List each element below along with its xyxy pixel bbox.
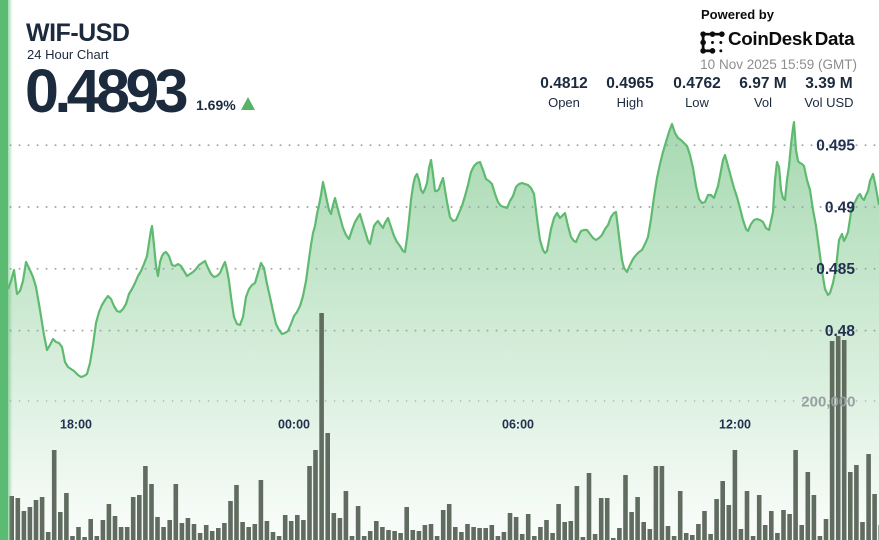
svg-text:12:00: 12:00 [719, 418, 751, 432]
svg-text:0.485: 0.485 [816, 261, 855, 278]
svg-text:00:00: 00:00 [278, 418, 310, 432]
svg-text:0.48: 0.48 [825, 323, 856, 340]
svg-text:200,000: 200,000 [801, 393, 855, 410]
svg-text:0.49: 0.49 [825, 199, 856, 216]
svg-text:06:00: 06:00 [502, 418, 534, 432]
svg-text:18:00: 18:00 [60, 418, 92, 432]
svg-text:0.495: 0.495 [816, 138, 855, 155]
